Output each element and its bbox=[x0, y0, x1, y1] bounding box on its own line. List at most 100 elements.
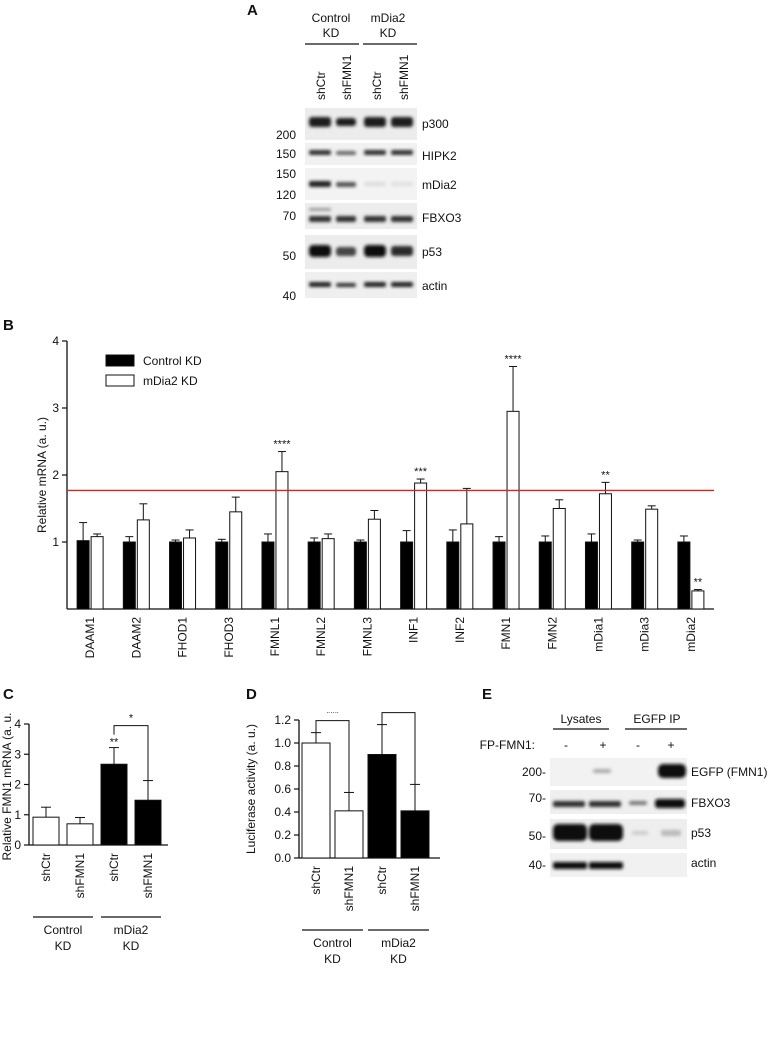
y-tick-label: 1 bbox=[52, 535, 59, 549]
group-lysates: Lysates bbox=[561, 712, 602, 726]
x-tick-label: FHOD1 bbox=[176, 617, 190, 658]
mw-marker: 70- bbox=[529, 791, 546, 805]
x-tick-label: shCtr bbox=[375, 866, 389, 895]
bar-control-kd bbox=[353, 541, 367, 610]
bar-control-kd bbox=[122, 541, 136, 610]
bar-mdia2-kd bbox=[90, 536, 104, 610]
y-axis-label: Luciferase activity (a. u.) bbox=[244, 724, 258, 854]
bar-mdia2-kd bbox=[321, 538, 335, 610]
egfp-fmn1-label: EGFP-FMN1: bbox=[480, 738, 535, 752]
lane-sign: - bbox=[564, 738, 568, 752]
group-label-line1: Control bbox=[313, 936, 352, 950]
significance-bracket bbox=[113, 725, 149, 781]
group-a-control-line1: Control bbox=[312, 11, 351, 25]
x-tick-label: shFMN1 bbox=[342, 866, 356, 912]
significance-bracket bbox=[381, 712, 416, 785]
significance-stars: *** bbox=[414, 466, 428, 478]
x-tick-label: FMN1 bbox=[499, 617, 513, 650]
y-tick-label: 3 bbox=[14, 747, 21, 761]
significance-stars: **** bbox=[273, 439, 291, 451]
y-tick-label: 3 bbox=[52, 401, 59, 415]
y-tick-label: 2 bbox=[14, 778, 21, 792]
y-tick-label: 0.8 bbox=[274, 759, 291, 773]
y-tick-label: 1 bbox=[14, 808, 21, 822]
bar-mdia2-kd bbox=[275, 471, 289, 610]
group-a-control-line2: KD bbox=[323, 26, 340, 40]
group-egfp-ip: EGFP IP bbox=[633, 712, 680, 726]
group-label-line2: KD bbox=[55, 939, 72, 953]
mw-marker: 200- bbox=[522, 765, 546, 779]
significance-bracket bbox=[315, 720, 350, 793]
mw-marker: 50 bbox=[283, 249, 297, 263]
y-tick-label: 0.0 bbox=[274, 851, 291, 865]
group-label-line2: KD bbox=[390, 952, 407, 966]
bar bbox=[100, 763, 128, 846]
y-axis-label: Relative mRNA (a. u.) bbox=[35, 417, 49, 533]
panel-letter-d: D bbox=[246, 686, 257, 703]
significance-stars: ** bbox=[694, 577, 703, 589]
panel-letter-e: E bbox=[482, 686, 493, 703]
blot-name: FBXO3 bbox=[422, 211, 462, 225]
x-tick-label: DAAM1 bbox=[83, 617, 97, 659]
x-tick-label: FMN2 bbox=[545, 617, 559, 650]
bar-control-kd bbox=[215, 541, 229, 610]
panel-a-western-blot: Control KD mDia2 KD shCtr shFMN1 shCtr s… bbox=[276, 11, 462, 303]
group-label-line2: KD bbox=[123, 939, 140, 953]
bar-mdia2-kd bbox=[136, 519, 150, 610]
mw-marker: 50- bbox=[529, 829, 546, 843]
legend-label: mDia2 KD bbox=[143, 374, 198, 388]
y-tick-label: 4 bbox=[52, 334, 59, 348]
y-tick-label: 1.2 bbox=[274, 713, 291, 727]
y-tick-label: 4 bbox=[14, 717, 21, 731]
blot-name: p53 bbox=[691, 826, 711, 840]
panel-letter-c: C bbox=[3, 686, 14, 703]
significance-stars: **** bbox=[504, 353, 522, 365]
mw-marker: 120 bbox=[276, 188, 296, 202]
bar-control-kd bbox=[677, 541, 691, 610]
bar-control-kd bbox=[261, 541, 275, 610]
x-tick-label: mDia1 bbox=[591, 617, 605, 652]
y-axis-label: Relative FMN1 mRNA (a. u.) bbox=[0, 712, 14, 861]
bar-mdia2-kd bbox=[552, 508, 566, 610]
lane-sign: + bbox=[667, 738, 674, 752]
blot-name: actin bbox=[691, 856, 716, 870]
x-tick-label: INF1 bbox=[407, 617, 421, 643]
x-tick-label: FMNL3 bbox=[360, 617, 374, 657]
bar-control-kd bbox=[169, 541, 183, 610]
legend-swatch-control-kd bbox=[105, 354, 135, 367]
lane-sign: - bbox=[636, 738, 640, 752]
mw-marker: 40 bbox=[283, 289, 297, 303]
bar-mdia2-kd bbox=[598, 493, 612, 610]
group-a-mdia2-line2: KD bbox=[380, 26, 397, 40]
group-label-line1: mDia2 bbox=[381, 936, 416, 950]
bar-mdia2-kd bbox=[691, 590, 705, 610]
panel-e-ip-blot: Lysates EGFP IP EGFP-FMN1: - + - + EGFP … bbox=[480, 712, 767, 877]
blot-name: actin bbox=[422, 279, 447, 293]
x-tick-label: shCtr bbox=[309, 866, 323, 895]
bar-control-kd bbox=[446, 541, 460, 610]
bar bbox=[367, 754, 397, 859]
bar bbox=[134, 799, 162, 846]
x-tick-label: mDia2 bbox=[684, 617, 698, 652]
lane-label: shFMN1 bbox=[397, 54, 411, 100]
blot-name: FBXO3 bbox=[691, 796, 731, 810]
bar-control-kd bbox=[492, 541, 506, 610]
blot-name: p53 bbox=[422, 245, 442, 259]
y-tick-label: 2 bbox=[52, 468, 59, 482]
mw-marker: 200 bbox=[276, 128, 296, 142]
bar-control-kd bbox=[400, 541, 414, 610]
blot-name: mDia2 bbox=[422, 178, 457, 192]
lane-label: shCtr bbox=[370, 71, 384, 100]
x-tick-label: DAAM2 bbox=[129, 617, 143, 659]
bar-mdia2-kd bbox=[367, 518, 381, 610]
blot-strip bbox=[305, 143, 417, 165]
mw-marker: 70 bbox=[283, 209, 297, 223]
mw-marker: 150 bbox=[276, 147, 296, 161]
legend-swatch-mdia2-kd bbox=[105, 374, 135, 387]
significance-stars: ** bbox=[110, 737, 119, 749]
significance-stars: *** bbox=[326, 712, 340, 720]
group-label-line2: KD bbox=[324, 952, 341, 966]
x-tick-label: shFMN1 bbox=[73, 853, 87, 899]
